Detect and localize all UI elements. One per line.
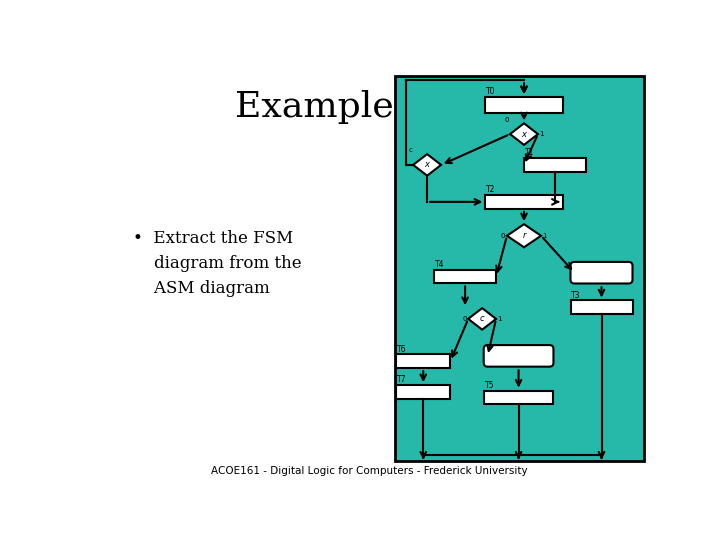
Text: T2: T2 [486, 185, 495, 194]
Text: ACOE161 - Digital Logic for Computers - Frederick University: ACOE161 - Digital Logic for Computers - … [211, 465, 527, 476]
Text: c: c [408, 147, 413, 153]
Text: 0: 0 [501, 233, 505, 239]
Text: T4: T4 [435, 260, 444, 269]
Text: c: c [480, 314, 485, 323]
Text: 1: 1 [543, 233, 547, 239]
Text: T3: T3 [571, 291, 581, 300]
Text: T1: T1 [525, 148, 534, 157]
Bar [524, 158, 586, 172]
Text: T6: T6 [397, 345, 406, 354]
Bar [484, 390, 554, 404]
Text: T7: T7 [397, 375, 406, 384]
Bar [395, 76, 644, 461]
Text: T0: T0 [486, 87, 495, 96]
Text: 1: 1 [498, 316, 502, 322]
FancyBboxPatch shape [484, 345, 554, 367]
Text: •  Extract the FSM
    diagram from the
    ASM diagram: • Extract the FSM diagram from the ASM d… [132, 231, 301, 297]
Bar [434, 269, 496, 284]
Polygon shape [468, 308, 496, 330]
Bar [485, 195, 563, 209]
Polygon shape [507, 224, 541, 247]
Text: x: x [521, 130, 526, 139]
Bar [570, 300, 632, 314]
Polygon shape [413, 154, 441, 176]
Text: 0: 0 [505, 117, 509, 123]
Bar [396, 385, 451, 399]
Bar [396, 354, 451, 368]
Text: x: x [425, 160, 430, 170]
Text: Example: Example [235, 90, 394, 124]
FancyBboxPatch shape [570, 262, 632, 284]
Polygon shape [510, 123, 538, 145]
Bar [485, 97, 563, 112]
Text: 0: 0 [462, 316, 467, 322]
Text: r: r [522, 231, 526, 240]
Text: T5: T5 [485, 381, 494, 390]
Text: 1: 1 [539, 131, 544, 137]
